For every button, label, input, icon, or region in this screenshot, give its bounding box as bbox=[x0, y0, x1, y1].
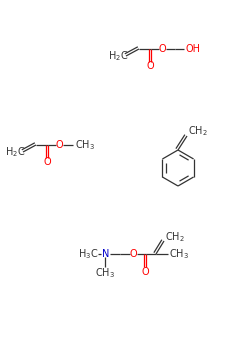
Text: CH$_3$: CH$_3$ bbox=[95, 266, 115, 280]
Text: O: O bbox=[43, 157, 51, 167]
Text: H$_3$C: H$_3$C bbox=[78, 247, 98, 261]
Text: N: N bbox=[102, 249, 110, 259]
Text: O: O bbox=[141, 267, 149, 277]
Text: CH$_2$: CH$_2$ bbox=[188, 124, 208, 138]
Text: O: O bbox=[55, 140, 63, 150]
Text: H$_2$C: H$_2$C bbox=[5, 145, 25, 159]
Text: CH$_2$: CH$_2$ bbox=[165, 230, 185, 244]
Text: O: O bbox=[146, 61, 154, 71]
Text: H$_2$C: H$_2$C bbox=[108, 49, 128, 63]
Text: CH$_3$: CH$_3$ bbox=[169, 247, 189, 261]
Text: O: O bbox=[129, 249, 137, 259]
Text: CH$_3$: CH$_3$ bbox=[75, 138, 95, 152]
Text: OH: OH bbox=[186, 44, 201, 54]
Text: O: O bbox=[158, 44, 166, 54]
